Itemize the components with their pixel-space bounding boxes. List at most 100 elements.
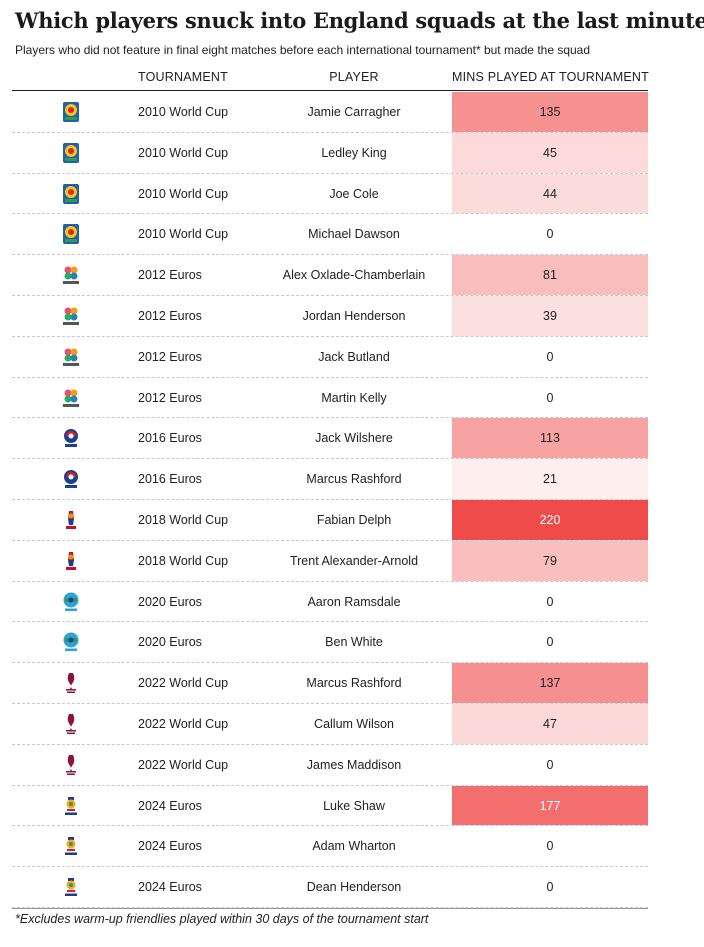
euro2020-logo-icon xyxy=(60,631,82,653)
table-row: 2020 Euros Aaron Ramsdale 0 xyxy=(12,582,648,623)
mins-cell: 21 xyxy=(452,459,648,499)
wc2010-logo-icon xyxy=(60,223,82,245)
mins-cell: 137 xyxy=(452,663,648,703)
mins-value: 177 xyxy=(539,798,561,813)
tournament-cell: 2020 Euros xyxy=(138,594,202,609)
tournament-cell: 2022 World Cup xyxy=(138,757,229,772)
tournament-cell: 2020 Euros xyxy=(138,635,202,650)
tournament-cell: 2012 Euros xyxy=(138,308,202,323)
mins-value: 81 xyxy=(543,268,557,283)
mins-value: 45 xyxy=(543,145,557,160)
mins-cell: 39 xyxy=(452,295,648,336)
wc2018-logo-icon xyxy=(60,550,82,572)
euro2012-logo-icon xyxy=(60,387,82,409)
tournament-cell: 2016 Euros xyxy=(138,472,202,487)
tournament-cell: 2010 World Cup xyxy=(138,145,229,160)
mins-cell: 220 xyxy=(452,499,648,540)
table-row: 2024 Euros Adam Wharton 0 xyxy=(12,826,648,868)
mins-value: 0 xyxy=(546,757,554,772)
euro2024-logo-icon xyxy=(60,876,82,898)
mins-value: 21 xyxy=(543,472,557,487)
mins-cell: 0 xyxy=(452,337,648,377)
mins-value: 0 xyxy=(546,880,554,895)
tournament-cell: 2024 Euros xyxy=(138,798,202,813)
wc2010-logo-icon xyxy=(60,183,82,205)
mins-value: 39 xyxy=(543,308,557,323)
tournament-cell: 2018 World Cup xyxy=(138,553,229,568)
mins-value: 0 xyxy=(546,594,554,609)
euro2020-logo-icon xyxy=(60,591,82,613)
player-cell: Jack Butland xyxy=(318,349,390,364)
table-row: 2022 World Cup Callum Wilson 47 xyxy=(12,703,648,745)
mins-cell: 0 xyxy=(452,867,648,907)
player-cell: Ben White xyxy=(325,635,383,650)
euro2012-logo-icon xyxy=(60,346,82,368)
footnote: *Excludes warm-up friendlies played with… xyxy=(15,912,429,926)
wc2018-logo-icon xyxy=(60,509,82,531)
tournament-cell: 2010 World Cup xyxy=(138,186,229,201)
table-row: 2012 Euros Jack Butland 0 xyxy=(12,337,648,378)
wc2022-logo-icon xyxy=(60,713,82,735)
player-cell: Martin Kelly xyxy=(321,390,387,405)
euro2012-logo-icon xyxy=(60,264,82,286)
player-cell: Adam Wharton xyxy=(312,839,396,854)
player-cell: Aaron Ramsdale xyxy=(307,594,401,609)
mins-cell: 81 xyxy=(452,255,648,295)
mins-value: 79 xyxy=(543,553,557,568)
table-row: 2022 World Cup Marcus Rashford 137 xyxy=(12,663,648,704)
table-row: 2012 Euros Alex Oxlade-Chamberlain 81 xyxy=(12,255,648,296)
header-divider xyxy=(12,90,648,91)
player-cell: Jack Wilshere xyxy=(315,431,393,446)
player-cell: Dean Henderson xyxy=(306,880,402,895)
euro2024-logo-icon xyxy=(60,795,82,817)
player-cell: Callum Wilson xyxy=(314,716,394,731)
tournament-cell: 2024 Euros xyxy=(138,880,202,895)
tournament-cell: 2022 World Cup xyxy=(138,676,229,691)
player-cell: Jamie Carragher xyxy=(307,105,401,119)
table-row: 2012 Euros Jordan Henderson 39 xyxy=(12,295,648,337)
mins-value: 113 xyxy=(540,431,560,446)
table-row: 2010 World Cup Ledley King 45 xyxy=(12,132,648,174)
mins-value: 0 xyxy=(546,839,554,854)
column-header-player: PLAYER xyxy=(329,70,379,84)
table-row: 2020 Euros Ben White 0 xyxy=(12,622,648,664)
mins-cell: 135 xyxy=(452,92,648,132)
mins-cell: 45 xyxy=(452,132,648,173)
mins-value: 0 xyxy=(546,349,554,364)
player-cell: Alex Oxlade-Chamberlain xyxy=(282,268,426,283)
tournament-cell: 2012 Euros xyxy=(138,390,202,405)
mins-cell: 0 xyxy=(452,826,648,866)
player-cell: Michael Dawson xyxy=(308,227,400,242)
wc2022-logo-icon xyxy=(60,754,82,776)
euro2016-logo-icon xyxy=(60,427,82,449)
player-cell: Jordan Henderson xyxy=(302,308,406,323)
table-body: 2010 World Cup Jamie Carragher 135 2010 Wor… xyxy=(12,92,648,908)
mins-value: 220 xyxy=(539,512,561,527)
table-row: 2024 Euros Dean Henderson 0 xyxy=(12,867,648,908)
mins-value: 0 xyxy=(546,390,554,405)
column-header-mins: MINS PLAYED AT TOURNAMENT xyxy=(452,70,649,84)
mins-cell: 44 xyxy=(452,173,648,214)
mins-value: 0 xyxy=(546,227,554,242)
player-cell: James Maddison xyxy=(306,757,402,772)
tournament-cell: 2012 Euros xyxy=(138,349,202,364)
table-row: 2022 World Cup James Maddison 0 xyxy=(12,745,648,786)
player-cell: Fabian Delph xyxy=(316,512,392,527)
chart-title: Which players snuck into England squads … xyxy=(15,8,704,33)
table-row: 2010 World Cup Jamie Carragher 135 xyxy=(12,92,648,133)
player-cell: Trent Alexander-Arnold xyxy=(289,553,419,568)
player-cell: Joe Cole xyxy=(329,186,379,201)
player-cell: Ledley King xyxy=(321,145,387,160)
euro2024-logo-icon xyxy=(60,835,82,857)
mins-cell: 113 xyxy=(452,418,648,459)
mins-cell: 0 xyxy=(452,214,648,254)
wc2022-logo-icon xyxy=(60,672,82,694)
mins-cell: 0 xyxy=(452,378,648,418)
player-cell: Marcus Rashford xyxy=(306,676,402,691)
player-cell: Luke Shaw xyxy=(323,798,385,813)
chart-subtitle: Players who did not feature in final eig… xyxy=(15,43,591,57)
table-row: 2024 Euros Luke Shaw 177 xyxy=(12,785,648,827)
mins-value: 47 xyxy=(543,716,557,731)
mins-value: 137 xyxy=(539,676,561,691)
table-row: 2018 World Cup Fabian Delph 220 xyxy=(12,499,648,541)
